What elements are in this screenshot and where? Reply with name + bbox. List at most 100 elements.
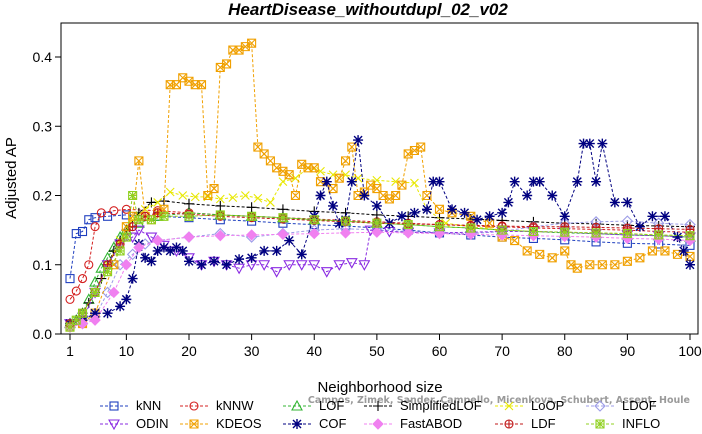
point-odin — [320, 267, 333, 278]
x-tick-label: 20 — [181, 343, 197, 359]
point-inflo — [77, 308, 88, 318]
point-knn — [90, 213, 100, 223]
point-cof — [346, 176, 357, 187]
point-knn — [77, 226, 88, 237]
point-fastabod — [151, 234, 164, 247]
point-inflo — [159, 211, 169, 221]
point-inflo — [654, 230, 664, 240]
point-cof — [428, 176, 439, 187]
y-tick-label: 0.3 — [33, 118, 53, 134]
point-inflo — [215, 210, 225, 220]
x-axis: 1 10 20 30 40 50 60 70 80 90 100 — [66, 334, 702, 359]
point-cof — [634, 221, 645, 232]
point-loop — [215, 194, 225, 204]
point-cof — [447, 204, 458, 215]
point-odin — [258, 260, 271, 271]
point-inflo — [134, 215, 144, 225]
point-knnw — [109, 206, 119, 216]
point-cof — [183, 256, 194, 267]
point-fastabod — [371, 226, 383, 238]
point-knnw — [90, 222, 100, 232]
point-loop — [178, 191, 188, 200]
legend-item-knn: kNN — [100, 398, 161, 413]
point-inflo — [103, 267, 113, 277]
legend-marker-inflo — [595, 419, 605, 429]
point-loop — [253, 193, 263, 203]
point-kdeos — [391, 190, 401, 201]
point-kdeos — [585, 260, 595, 270]
point-inflo — [372, 218, 382, 228]
point-inflo — [184, 211, 194, 221]
point-inflo — [466, 223, 476, 233]
point-cof — [509, 176, 520, 187]
point-fastabod — [133, 241, 145, 254]
point-knn — [71, 229, 81, 239]
point-cof — [685, 259, 695, 270]
x-tick-label: 40 — [306, 343, 322, 359]
point-knnw — [121, 204, 131, 214]
legend-marker-knn — [109, 401, 119, 411]
point-odin — [283, 260, 296, 271]
legend-label-cof: COF — [319, 416, 347, 431]
x-tick-label: 100 — [678, 343, 702, 359]
point-odin — [132, 225, 145, 237]
x-tick-label: 50 — [369, 343, 385, 359]
point-fastabod — [120, 259, 133, 271]
point-kdeos — [397, 180, 407, 190]
point-cof — [672, 232, 683, 243]
legend-item-ldof: LDOF — [586, 398, 657, 413]
point-inflo — [528, 226, 538, 237]
point-simplifiedlof — [277, 204, 288, 215]
point-cof — [177, 245, 188, 256]
point-cof — [221, 259, 232, 270]
point-fastabod — [108, 286, 120, 299]
point-knn — [84, 215, 94, 225]
legend-marker-cof — [292, 419, 302, 429]
point-kdeos — [622, 256, 632, 266]
x-tick-label: 10 — [119, 343, 135, 359]
legend-marker-fastabod — [372, 418, 384, 430]
point-inflo — [403, 220, 413, 230]
legend-marker-odin — [108, 419, 120, 431]
legend-item-inflo: INFLO — [586, 416, 660, 431]
legend-label-ldf: LDF — [531, 416, 556, 431]
legend-marker-simplifiedlof — [373, 401, 383, 411]
point-cof — [584, 138, 595, 149]
point-odin — [233, 263, 246, 275]
x-tick-label: 1 — [66, 343, 74, 359]
point-odin — [295, 260, 308, 271]
point-cof — [647, 211, 658, 222]
point-kdeos — [635, 253, 645, 263]
point-odin — [333, 260, 346, 271]
legend-label-fastabod: FastABOD — [400, 416, 462, 431]
point-kdeos — [247, 38, 257, 48]
point-kdeos — [416, 142, 426, 152]
legend-item-knnw: kNNW — [180, 398, 254, 413]
legend-item-kdeos: KDEOS — [180, 416, 262, 431]
point-cof — [678, 245, 689, 256]
legend-marker-loop — [504, 401, 514, 411]
point-ldf — [128, 222, 138, 232]
point-inflo — [622, 229, 632, 239]
legend-label-loop: LoOP — [531, 398, 564, 413]
point-cof — [140, 252, 151, 263]
point-kdeos — [647, 246, 657, 256]
legend-item-fastabod: FastABOD — [364, 416, 462, 431]
point-cof — [421, 204, 432, 215]
point-kdeos — [597, 260, 607, 270]
point-cof — [90, 308, 101, 319]
point-cof — [315, 190, 326, 201]
point-knn — [65, 274, 75, 284]
legend-label-simplifiedlof: SimplifiedLOF — [400, 398, 482, 413]
point-cof — [102, 308, 113, 319]
point-loop — [190, 192, 200, 202]
point-inflo — [341, 216, 351, 226]
point-simplifiedlof — [183, 198, 194, 209]
point-fastabod — [89, 314, 101, 326]
legend-marker-ldf — [504, 419, 514, 429]
point-simplifiedlof — [215, 200, 226, 211]
point-fastabod — [308, 227, 320, 240]
point-inflo — [146, 215, 156, 225]
point-cof — [271, 245, 282, 256]
point-cof — [547, 190, 558, 201]
